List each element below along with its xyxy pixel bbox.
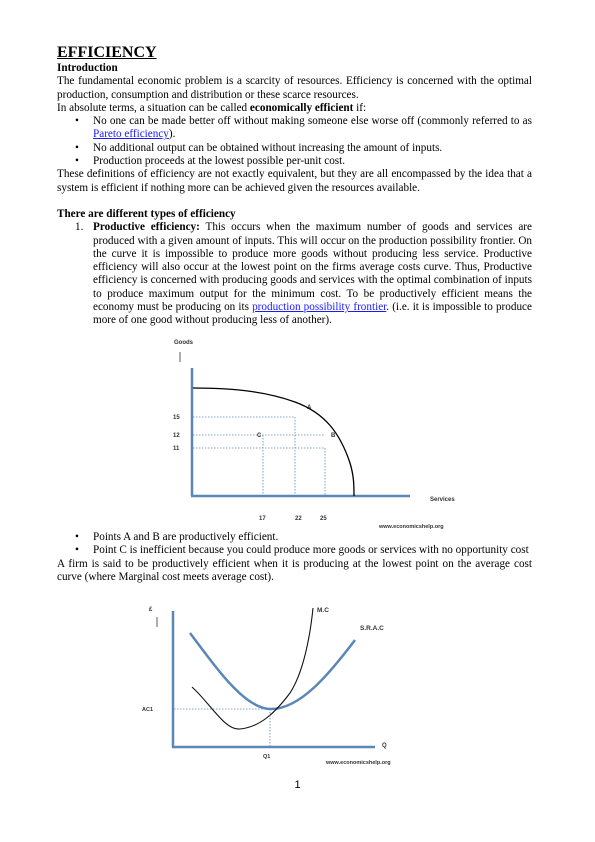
- point-b-label: B: [331, 433, 336, 439]
- srac-label: S.R.A.C: [360, 625, 384, 632]
- list-item: 1. Productive efficiency: This occurs whe…: [75, 221, 532, 327]
- intro-heading: Introduction: [57, 62, 118, 74]
- ppf-curve: [192, 387, 355, 497]
- q1-label: Q1: [263, 754, 270, 760]
- source-credit: www.economicshelp.org: [378, 524, 444, 530]
- productive-efficiency-text: This occurs when the maximum number of g…: [93, 221, 532, 314]
- list-item-text: No one can be made better off without ma…: [93, 115, 532, 128]
- document-continuation: Points A and B are productively efficien…: [57, 531, 532, 584]
- y-tick-label: 11: [173, 446, 180, 452]
- productive-efficiency-term: Productive efficiency:: [93, 221, 200, 234]
- mc-label: M.C: [317, 607, 329, 614]
- srac-curve: [188, 632, 356, 711]
- list-item: Production proceeds at the lowest possib…: [75, 155, 532, 169]
- list-item-end: ).: [168, 128, 176, 141]
- x-tick-label: 22: [295, 516, 302, 522]
- document-page: EFFICIENCY Introduction The fundamental …: [57, 44, 532, 328]
- pareto-efficiency-link[interactable]: Pareto efficiency: [93, 128, 169, 141]
- point-a-label: A: [307, 405, 312, 411]
- list-item: No additional output can be obtained wit…: [75, 142, 532, 156]
- efficient-condition-text: In absolute terms, a situation can be ca…: [57, 101, 250, 114]
- page-number: 1: [294, 779, 301, 791]
- list-item: Points A and B are productively efficien…: [75, 531, 532, 545]
- mc-curve: [191, 607, 314, 730]
- efficiency-criteria-list: No one can be made better off without ma…: [57, 115, 532, 168]
- ppf-notes-list: Points A and B are productively efficien…: [57, 531, 532, 558]
- list-item: No one can be made better off without ma…: [75, 115, 532, 142]
- ppf-link[interactable]: production possibility frontier: [252, 301, 387, 314]
- point-c-label: C: [257, 433, 262, 439]
- page-title: EFFICIENCY: [57, 44, 157, 61]
- x-tick-label: 17: [259, 516, 266, 522]
- price-axis-label: £: [149, 607, 153, 613]
- services-axis-label: Services: [430, 497, 455, 503]
- ppf-diagram: Goods 15 12 11 17 22 25 A B C Services w…: [173, 340, 455, 530]
- item-number: 1.: [75, 221, 84, 234]
- cost-curve-diagram: £ AC1 Q1 M.C S.R.A.C Q www.economicshelp…: [142, 607, 391, 766]
- source-credit: www.economicshelp.org: [325, 760, 391, 766]
- list-item: Point C is inefficient because you could…: [75, 544, 532, 558]
- goods-axis-label: Goods: [174, 340, 194, 346]
- intro-paragraph: The fundamental economic problem is a sc…: [57, 75, 532, 101]
- efficient-condition-end: if:: [353, 101, 367, 114]
- definitions-paragraph: These definitions of efficiency are not …: [57, 168, 532, 194]
- y-tick-label: 15: [173, 415, 180, 421]
- ac1-label: AC1: [142, 707, 153, 713]
- efficient-condition-paragraph: In absolute terms, a situation can be ca…: [57, 102, 532, 115]
- x-tick-label: 25: [320, 516, 327, 522]
- types-heading: There are different types of efficiency: [57, 207, 236, 220]
- productive-efficiency-end: . (i.e. it is impossible to produce more…: [93, 301, 532, 327]
- quantity-axis-label: Q: [382, 743, 387, 749]
- y-tick-label: 12: [173, 433, 180, 439]
- firm-efficiency-paragraph: A firm is said to be productively effici…: [57, 557, 532, 583]
- efficient-condition-bold: economically efficient: [249, 101, 354, 114]
- efficiency-types-list: 1. Productive efficiency: This occurs whe…: [57, 221, 532, 327]
